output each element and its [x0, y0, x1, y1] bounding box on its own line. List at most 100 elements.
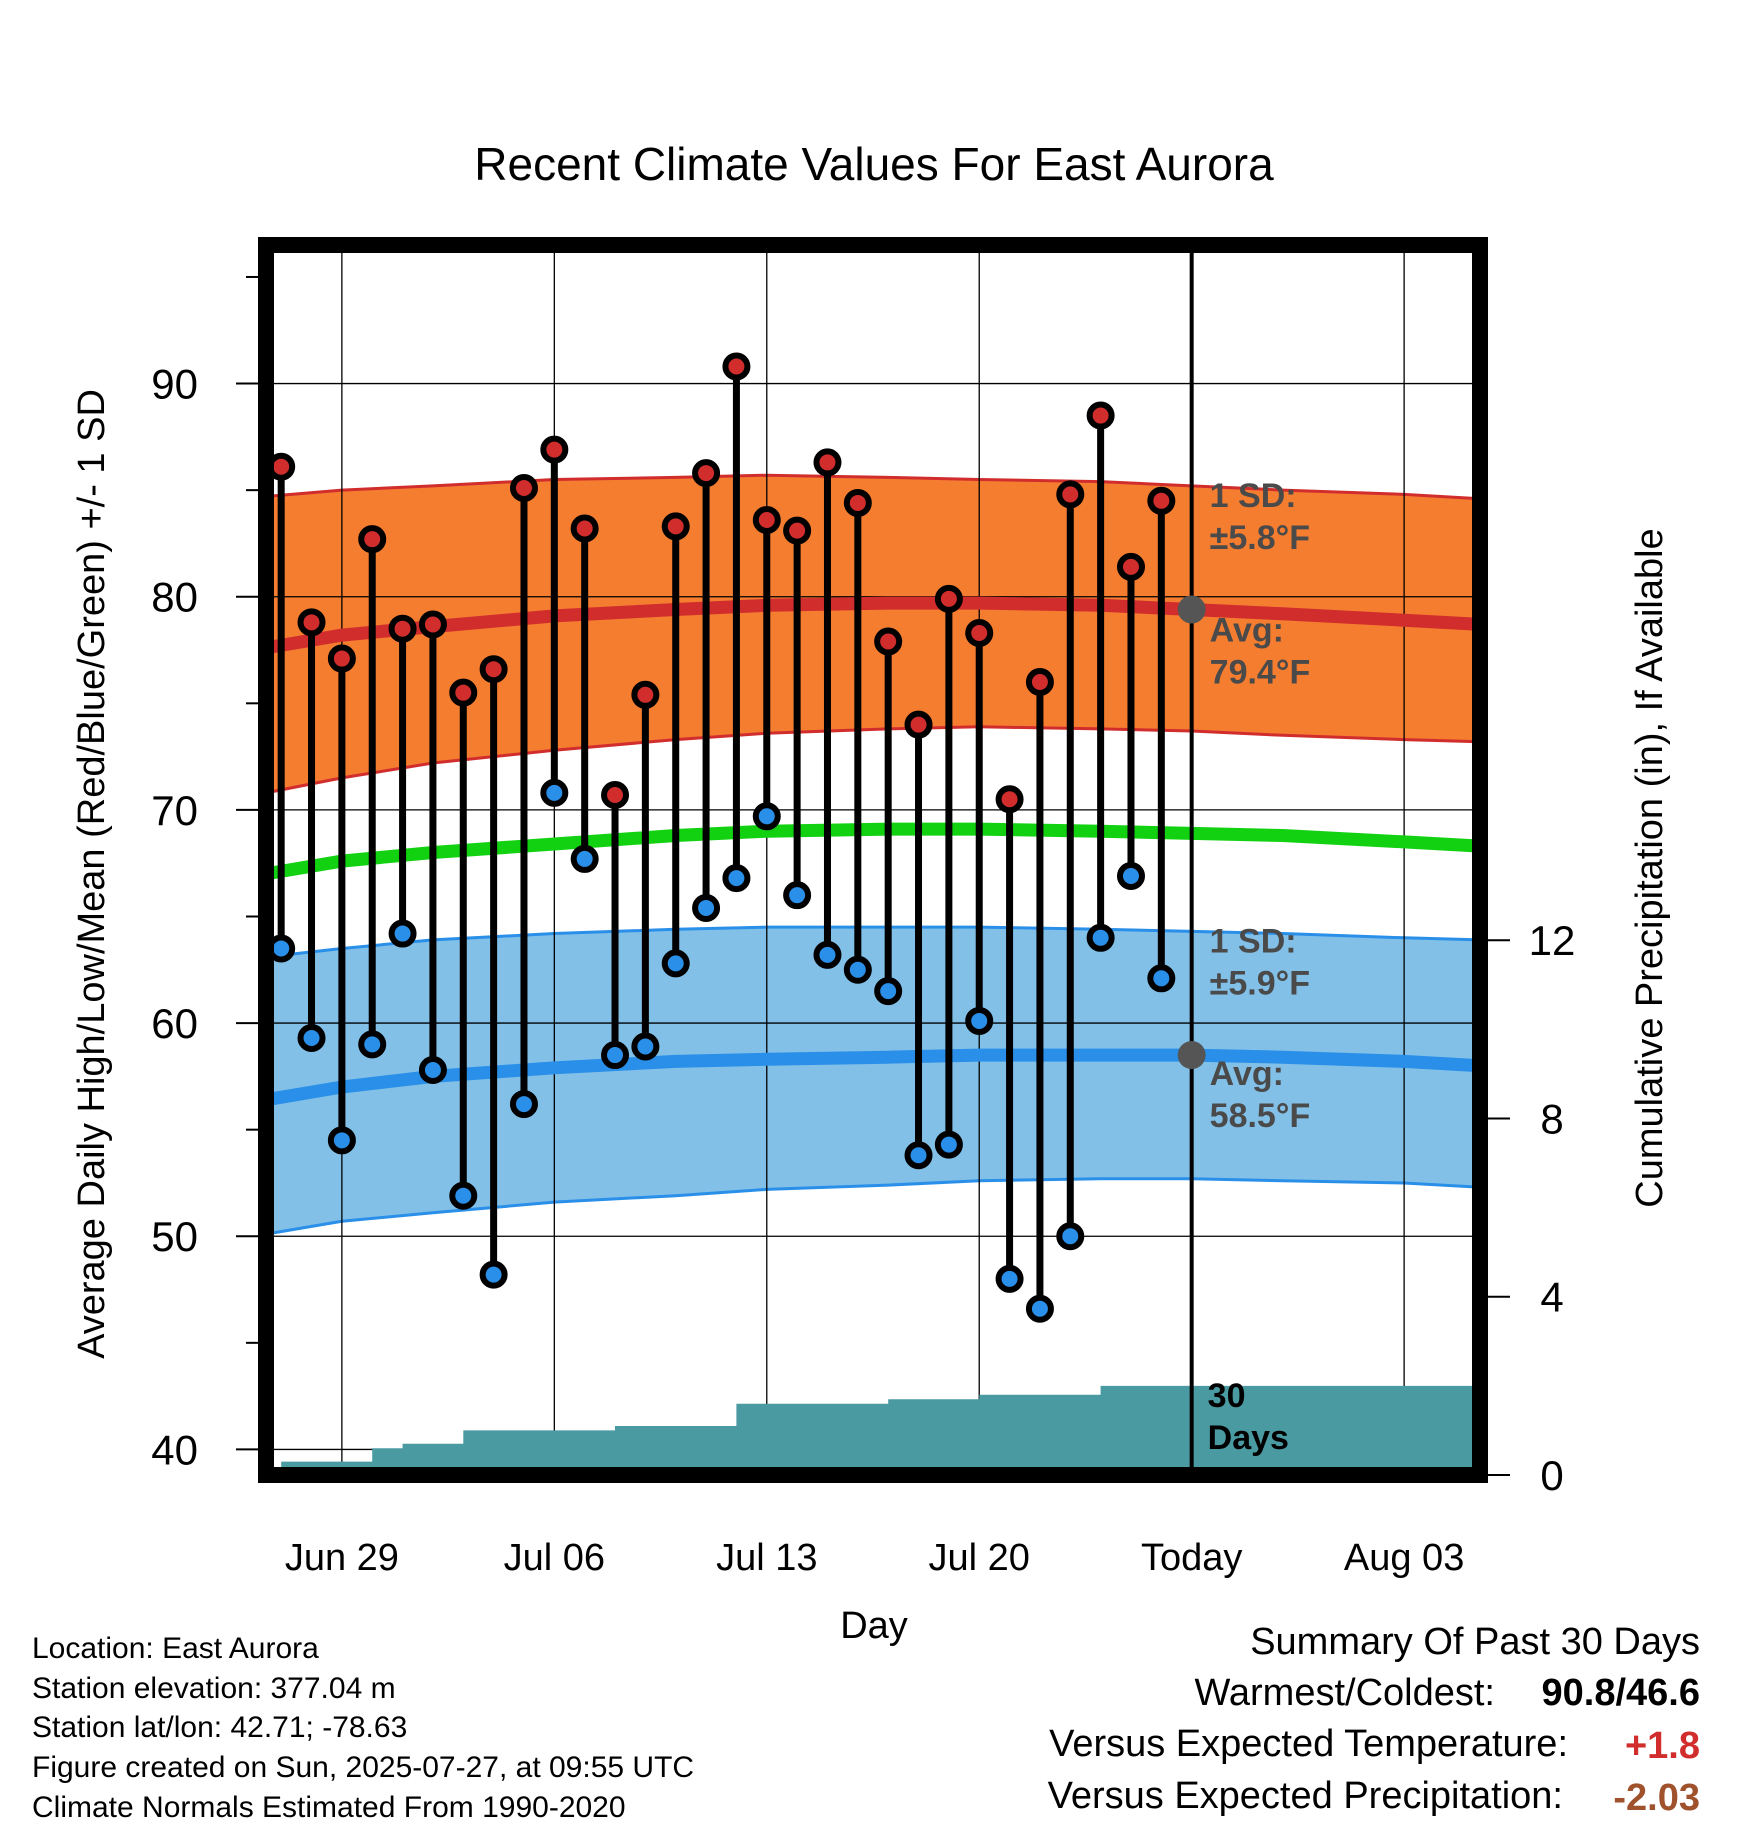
low-point [813, 940, 842, 969]
high-point [388, 614, 417, 643]
summary-precip-label: Versus Expected Precipitation: [1048, 1775, 1563, 1817]
high-avg-label-line-1: 79.4°F [1210, 653, 1311, 691]
info-line-normals: Climate Normals Estimated From 1990-2020 [32, 1791, 626, 1824]
summary-warmest-label: Warmest/Coldest: [1194, 1672, 1495, 1714]
y-tick-label: 90 [151, 361, 198, 408]
high-point [692, 459, 721, 488]
plot-frame [258, 237, 1488, 1483]
y-tick-label: 80 [151, 574, 198, 621]
low-point [722, 864, 751, 893]
low-point [418, 1055, 447, 1084]
y2-axis-label: Cumulative Precipitation (in), If Availa… [1629, 528, 1671, 1207]
x-axis-label: Day [840, 1605, 908, 1647]
low-point [995, 1264, 1024, 1293]
y2-tick-label: 8 [1540, 1095, 1563, 1142]
low-point [509, 1090, 538, 1119]
y-tick-label: 40 [151, 1426, 198, 1473]
x-tick-label: Today [1141, 1537, 1242, 1579]
days-label-line-0: 30 [1208, 1377, 1246, 1415]
high-point [661, 512, 690, 541]
summary-temp-label: Versus Expected Temperature: [1049, 1723, 1568, 1765]
low-point [327, 1126, 356, 1155]
high-point [297, 608, 326, 637]
low-sd-lower-line [265, 1177, 1481, 1236]
high-point [874, 627, 903, 656]
summary-panel: Summary Of Past 30 Days Warmest/Coldest:… [1048, 1621, 1700, 1819]
high-sd-label-line-1: ±5.8°F [1210, 519, 1310, 557]
annotations: 1 SD: ±5.8°F Avg: 79.4°F 1 SD: ±5.9°F Avg: 58.5… [1177, 477, 1311, 1457]
chart-title: Recent Climate Values For East Aurora [474, 138, 1274, 190]
low-point [1086, 923, 1115, 952]
high-point [479, 655, 508, 684]
high-point [1056, 480, 1085, 509]
low-sd-label-line-1: ±5.9°F [1210, 965, 1310, 1003]
high-sd-upper-line [265, 473, 1481, 501]
high-point [843, 488, 872, 517]
y-tick-label: 60 [151, 1000, 198, 1047]
precip-area [266, 1385, 1480, 1475]
y-tick-label: 70 [151, 787, 198, 834]
high-point [1025, 668, 1054, 697]
x-tick-label: Jul 20 [929, 1537, 1030, 1579]
normal-lines [264, 245, 1481, 1475]
low-point [449, 1181, 478, 1210]
low-point [1025, 1294, 1054, 1323]
normal-mean-line [264, 822, 1481, 881]
high-point [418, 610, 447, 639]
high-point [358, 525, 387, 554]
high-point [965, 618, 994, 647]
low-point [388, 919, 417, 948]
grid-lines [266, 245, 1480, 1475]
precipitation-area [266, 1385, 1480, 1475]
low-point [631, 1032, 660, 1061]
summary-precip-value: -2.03 [1613, 1777, 1700, 1819]
high-point [722, 352, 751, 381]
y2-tick-label: 4 [1540, 1274, 1563, 1321]
high-point [1116, 552, 1145, 581]
high-point [1147, 486, 1176, 515]
high-point [601, 780, 630, 809]
low-point [297, 1023, 326, 1052]
low-point [934, 1130, 963, 1159]
normal-bands [265, 473, 1481, 1236]
low-avg-marker [1177, 1041, 1206, 1070]
x-tick-label: Aug 03 [1344, 1537, 1464, 1579]
days-label-line-1: Days [1208, 1419, 1289, 1457]
high-point [449, 678, 478, 707]
daily-stems [277, 366, 1165, 1309]
summary-warmest-value: 90.8/46.6 [1542, 1672, 1700, 1714]
low-point [358, 1030, 387, 1059]
low-point [752, 802, 781, 831]
axes: Jun 29 Jul 06 Jul 13 Jul 20 Today Aug 0340506… [151, 237, 1576, 1579]
y-tick-label: 50 [151, 1213, 198, 1260]
low-point [843, 955, 872, 984]
y2-tick-label: 0 [1540, 1452, 1563, 1499]
low-point [479, 1260, 508, 1289]
high-point [813, 448, 842, 477]
x-tick-label: Jul 06 [504, 1537, 605, 1579]
low-avg-label-line-1: 58.5°F [1210, 1097, 1311, 1135]
low-point [874, 977, 903, 1006]
low-point [965, 1006, 994, 1035]
high-point [509, 474, 538, 503]
low-point [904, 1141, 933, 1170]
high-point [995, 785, 1024, 814]
low-point [783, 881, 812, 910]
low-sd-band [266, 927, 1480, 1235]
low-avg-label-line-0: Avg: [1210, 1055, 1284, 1093]
info-line-latlon: Station lat/lon: 42.71; -78.63 [32, 1711, 407, 1744]
high-point [1086, 401, 1115, 430]
x-tick-label: Jun 29 [285, 1537, 399, 1579]
y2-tick-label: 12 [1529, 917, 1576, 964]
low-point [570, 844, 599, 873]
summary-heading: Summary Of Past 30 Days [1250, 1621, 1700, 1663]
low-point [1056, 1222, 1085, 1251]
high-sd-band [266, 475, 1480, 793]
low-sd-label-line-0: 1 SD: [1210, 923, 1297, 961]
high-point [934, 584, 963, 613]
high-point [540, 435, 569, 464]
low-point [692, 893, 721, 922]
info-line-elevation: Station elevation: 377.04 m [32, 1672, 396, 1705]
high-point [904, 710, 933, 739]
